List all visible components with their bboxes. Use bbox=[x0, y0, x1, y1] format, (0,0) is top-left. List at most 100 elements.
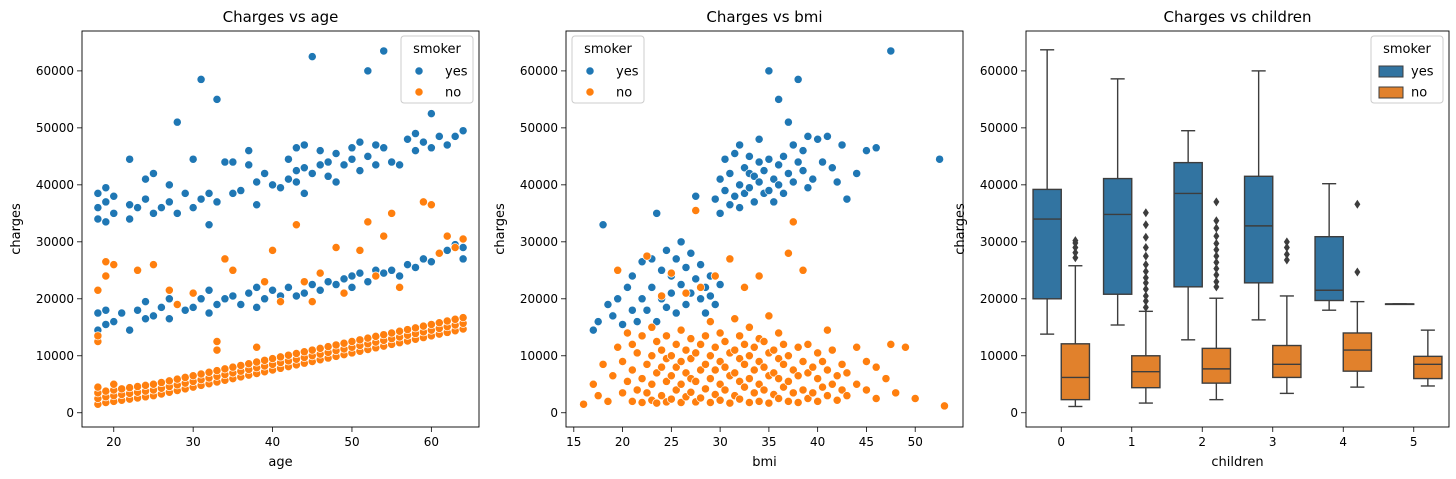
x-tick-label: 45 bbox=[859, 435, 874, 449]
data-point bbox=[434, 248, 444, 258]
data-point bbox=[260, 294, 270, 304]
data-point bbox=[691, 274, 701, 284]
series-no bbox=[579, 206, 949, 411]
outlier-point bbox=[1213, 197, 1220, 207]
data-point bbox=[347, 143, 357, 153]
data-point bbox=[623, 282, 632, 292]
data-point bbox=[363, 217, 373, 227]
x-tick-label: 4 bbox=[1339, 435, 1347, 449]
data-point bbox=[657, 362, 667, 372]
data-point bbox=[442, 245, 452, 255]
data-point bbox=[740, 339, 749, 349]
y-tick-label: 0 bbox=[550, 406, 558, 420]
data-point bbox=[891, 388, 901, 398]
data-point bbox=[276, 297, 285, 307]
data-point bbox=[832, 177, 842, 187]
box-iqr bbox=[1342, 332, 1373, 372]
data-point bbox=[133, 265, 143, 275]
data-point bbox=[172, 208, 182, 218]
outlier-point bbox=[1213, 257, 1220, 267]
plot-frame bbox=[1025, 30, 1450, 428]
outlier-point bbox=[1213, 251, 1220, 261]
data-point bbox=[803, 394, 813, 403]
x-axis-label: children bbox=[1211, 455, 1263, 470]
data-point bbox=[740, 163, 749, 173]
data-point bbox=[754, 157, 764, 167]
data-point bbox=[347, 282, 357, 292]
legend-marker-no bbox=[585, 87, 595, 97]
x-tick-label: 30 bbox=[186, 435, 201, 449]
data-point bbox=[647, 282, 657, 292]
data-point bbox=[735, 140, 745, 150]
data-point bbox=[598, 359, 608, 369]
data-point bbox=[387, 157, 397, 167]
data-point bbox=[299, 277, 309, 287]
outlier-point bbox=[1213, 245, 1220, 255]
data-point bbox=[842, 194, 852, 204]
data-point bbox=[101, 257, 111, 267]
data-point bbox=[735, 354, 745, 364]
data-point bbox=[371, 331, 381, 341]
data-point bbox=[740, 359, 749, 369]
data-point bbox=[783, 396, 793, 406]
data-point bbox=[156, 203, 166, 213]
y-tick-label: 30000 bbox=[980, 235, 1018, 249]
data-point bbox=[379, 46, 389, 56]
data-point bbox=[93, 331, 103, 341]
outlier-point bbox=[1213, 282, 1220, 292]
data-point bbox=[315, 160, 325, 170]
data-point bbox=[730, 345, 740, 355]
data-point bbox=[164, 197, 174, 207]
data-point bbox=[852, 168, 862, 178]
data-point bbox=[740, 382, 749, 392]
data-point bbox=[244, 359, 254, 369]
data-point bbox=[260, 355, 270, 365]
data-point bbox=[686, 248, 696, 258]
data-point bbox=[164, 285, 174, 295]
y-tick-label: 20000 bbox=[520, 292, 558, 306]
data-point bbox=[935, 154, 945, 164]
data-point bbox=[871, 143, 881, 153]
data-point bbox=[744, 351, 754, 361]
data-point bbox=[411, 129, 420, 139]
data-point bbox=[730, 368, 740, 378]
data-point bbox=[117, 308, 127, 318]
data-point bbox=[691, 348, 701, 358]
outlier-point bbox=[1142, 251, 1149, 261]
data-point bbox=[133, 305, 143, 315]
data-point bbox=[632, 348, 642, 358]
data-point bbox=[764, 154, 774, 164]
data-point bbox=[769, 197, 779, 207]
data-point bbox=[450, 243, 460, 252]
chart-title: Charges vs children bbox=[1163, 8, 1311, 26]
data-point bbox=[268, 180, 278, 190]
data-point bbox=[774, 180, 784, 190]
data-point bbox=[671, 308, 681, 318]
data-point bbox=[450, 314, 460, 324]
data-point bbox=[623, 376, 632, 386]
data-point bbox=[125, 214, 135, 224]
data-point bbox=[627, 339, 637, 349]
data-point bbox=[93, 382, 103, 392]
data-point bbox=[315, 285, 325, 295]
data-point bbox=[172, 374, 182, 384]
data-point bbox=[788, 365, 798, 375]
data-point bbox=[252, 200, 262, 210]
data-point bbox=[842, 391, 852, 401]
data-point bbox=[798, 146, 808, 156]
data-point bbox=[681, 345, 691, 355]
data-point bbox=[426, 257, 436, 267]
plot-frame bbox=[81, 30, 480, 428]
data-point bbox=[395, 282, 405, 292]
data-point bbox=[579, 399, 589, 409]
data-point bbox=[730, 191, 740, 201]
data-point bbox=[164, 180, 174, 190]
data-point bbox=[837, 385, 847, 395]
data-point bbox=[196, 194, 206, 204]
data-point bbox=[730, 314, 740, 324]
outlier-point bbox=[1213, 270, 1220, 280]
data-point bbox=[204, 285, 214, 295]
data-point bbox=[283, 174, 293, 184]
data-point bbox=[642, 359, 652, 369]
outlier-point bbox=[1142, 278, 1149, 288]
